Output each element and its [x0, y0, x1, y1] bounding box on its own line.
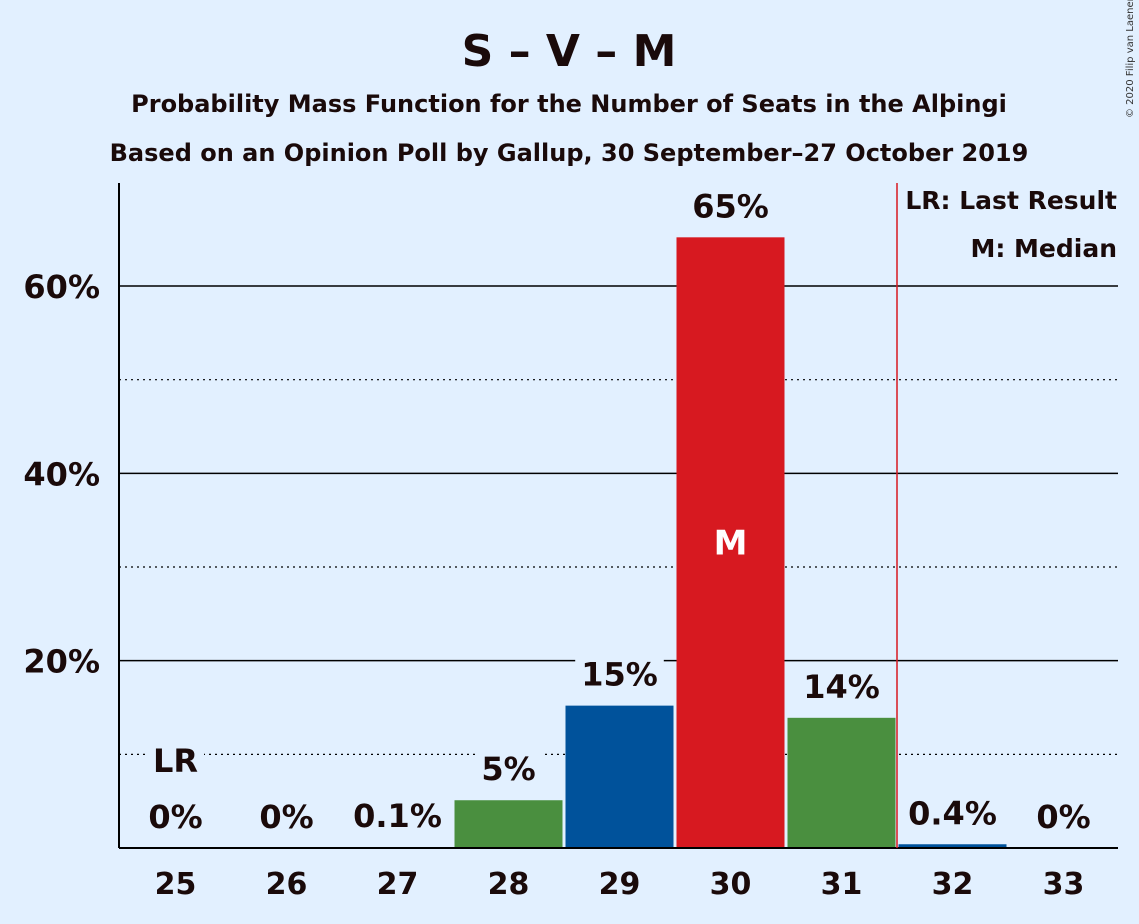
chart-subtitle: Probability Mass Function for the Number… — [131, 90, 1007, 118]
data-labels: 0% LR 0% 0.1% 5% 15% 65% M 14% 0.4% 0% — [142, 187, 1097, 836]
data-label: 14% — [803, 668, 880, 706]
label-background — [347, 797, 448, 836]
last-result-marker: LR — [153, 742, 198, 780]
label-background — [686, 187, 775, 226]
label-background — [142, 798, 209, 836]
bar — [565, 705, 674, 848]
data-label: 5% — [481, 750, 535, 788]
data-label: 0.1% — [353, 797, 442, 835]
bars — [343, 237, 1007, 848]
x-tick-label: 26 — [266, 867, 308, 902]
label-background — [575, 655, 664, 694]
y-tick-label: 40% — [23, 455, 100, 493]
bar — [898, 844, 1007, 848]
x-tick-label: 30 — [710, 867, 752, 902]
label-background — [253, 798, 320, 836]
x-tick-label: 28 — [488, 867, 530, 902]
x-tick-label: 32 — [932, 867, 974, 902]
data-label: 0% — [259, 798, 313, 836]
label-background — [1030, 798, 1097, 836]
x-tick-label: 31 — [821, 867, 863, 902]
y-tick-label: 20% — [23, 643, 100, 681]
legend-last-result: LR: Last Result — [905, 186, 1117, 215]
bar — [454, 800, 563, 848]
label-background — [902, 794, 1003, 833]
copyright-notice: © 2020 Filip van Laenen — [1125, 0, 1136, 118]
data-label: 0.4% — [908, 794, 997, 832]
data-label: 0% — [1036, 798, 1090, 836]
data-label: 65% — [692, 187, 769, 225]
data-label: 0% — [148, 798, 202, 836]
x-tick-label: 25 — [155, 867, 197, 902]
x-axis-ticks: 25 26 27 28 29 30 31 32 33 — [155, 867, 1085, 902]
y-axis-ticks: 20% 40% 60% — [23, 268, 100, 681]
legend-median: M: Median — [970, 234, 1117, 263]
bar — [787, 717, 896, 848]
median-marker: M — [714, 524, 748, 564]
bar — [676, 237, 785, 848]
label-background — [475, 750, 542, 789]
chart-source: Based on an Opinion Poll by Gallup, 30 S… — [110, 139, 1029, 167]
label-background — [146, 742, 205, 780]
x-tick-label: 29 — [599, 867, 641, 902]
label-background — [797, 667, 886, 706]
chart-title: S – V – M — [462, 26, 677, 77]
x-tick-label: 27 — [377, 867, 419, 902]
y-tick-label: 60% — [23, 268, 100, 306]
x-tick-label: 33 — [1043, 867, 1085, 902]
data-label: 15% — [581, 656, 658, 694]
